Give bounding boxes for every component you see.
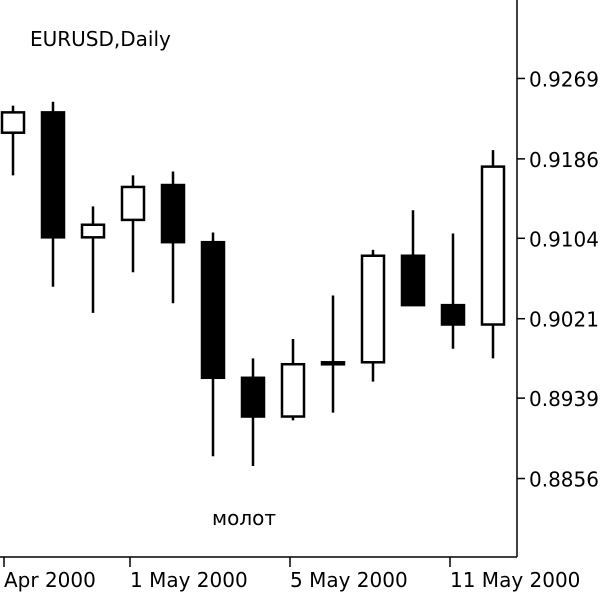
- y-tick-label: 0.9021: [529, 308, 599, 332]
- x-axis-ticks: Apr 2000 1 May 2000 5 May 2000 11 May 2000: [3, 557, 580, 592]
- candle-body-bullish: [120, 185, 146, 222]
- candle: [120, 175, 146, 273]
- candle: [320, 295, 346, 413]
- candle: [80, 206, 106, 313]
- candle-body-bearish: [400, 254, 426, 307]
- candle-body-bullish: [320, 361, 346, 366]
- candle-body-bearish: [240, 376, 266, 418]
- x-tick-label: 11 May 2000: [450, 568, 580, 592]
- candle-body-bullish: [80, 223, 106, 239]
- y-tick-label: 0.8856: [529, 468, 599, 492]
- y-tick-label: 0.9186: [529, 148, 599, 172]
- candle-body-bearish: [160, 183, 186, 244]
- x-tick-label: 5 May 2000: [290, 568, 408, 592]
- chart-title: EURUSD,Daily: [30, 27, 171, 51]
- candle: [400, 210, 426, 307]
- x-tick-label: 1 May 2000: [130, 568, 248, 592]
- candle: [280, 339, 306, 421]
- candle-body-bearish: [200, 240, 226, 380]
- candle-body-bullish: [480, 165, 506, 326]
- candle-body-bullish: [360, 254, 386, 364]
- candle: [40, 101, 66, 287]
- candles-group: [0, 101, 506, 466]
- y-tick-label: 0.9269: [529, 67, 599, 91]
- candle: [440, 233, 466, 349]
- hammer-annotation: молот: [212, 506, 276, 530]
- candle: [0, 105, 26, 176]
- x-tick-label: Apr 2000: [4, 568, 96, 592]
- candle-body-bullish: [0, 111, 26, 134]
- candle: [240, 358, 266, 466]
- y-axis-ticks: 0.9269 0.9186 0.9104 0.9021 0.8939 0.8856: [517, 67, 599, 492]
- candle: [360, 249, 386, 382]
- candle-body-bearish: [440, 303, 466, 326]
- plot-frame: [0, 0, 518, 558]
- y-tick-label: 0.9104: [529, 227, 599, 251]
- candle-body-bullish: [280, 362, 306, 418]
- candle: [480, 150, 506, 359]
- candle: [160, 171, 186, 304]
- y-tick-label: 0.8939: [529, 387, 599, 411]
- candle-body-bearish: [40, 111, 66, 239]
- candle: [200, 232, 226, 457]
